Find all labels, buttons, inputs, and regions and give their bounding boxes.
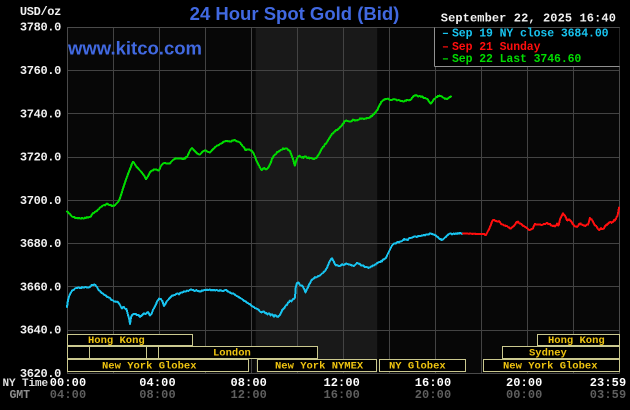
svg-text:04:00: 04:00 <box>139 376 176 390</box>
svg-text:3640.0: 3640.0 <box>20 324 61 338</box>
svg-text:New York Globex: New York Globex <box>503 361 598 373</box>
svg-text:20:00: 20:00 <box>506 376 543 390</box>
svg-text:00:00: 00:00 <box>50 376 87 390</box>
svg-text:04:00: 04:00 <box>50 388 87 402</box>
svg-text:03:59: 03:59 <box>590 388 627 402</box>
svg-text:3700.0: 3700.0 <box>20 194 61 208</box>
svg-text:16:00: 16:00 <box>415 376 452 390</box>
svg-text:3740.0: 3740.0 <box>20 107 61 121</box>
svg-text:London: London <box>213 348 251 360</box>
svg-text:Hong Kong: Hong Kong <box>88 335 145 347</box>
svg-text:20:00: 20:00 <box>415 388 452 402</box>
svg-text:September 22, 2025 16:40: September 22, 2025 16:40 <box>441 11 616 25</box>
svg-text:www.kitco.com: www.kitco.com <box>67 37 202 58</box>
svg-text:12:00: 12:00 <box>230 388 267 402</box>
svg-text:–: – <box>442 28 449 41</box>
svg-text:NY Globex: NY Globex <box>389 361 446 373</box>
svg-text:New York NYMEX: New York NYMEX <box>275 361 364 373</box>
svg-text:USD/oz: USD/oz <box>20 5 61 19</box>
svg-text:Hong Kong: Hong Kong <box>548 335 605 347</box>
svg-text:Sep 21 Sunday: Sep 21 Sunday <box>452 41 541 54</box>
svg-text:3760.0: 3760.0 <box>20 64 61 78</box>
svg-text:Sep 19 NY close 3684.00: Sep 19 NY close 3684.00 <box>452 28 609 41</box>
svg-text:3780.0: 3780.0 <box>20 21 61 35</box>
svg-text:00:00: 00:00 <box>506 388 543 402</box>
svg-text:3680.0: 3680.0 <box>20 237 61 251</box>
svg-text:3620.0: 3620.0 <box>20 367 61 381</box>
svg-text:NY Time: NY Time <box>3 378 49 390</box>
svg-text:GMT: GMT <box>10 389 31 402</box>
svg-text:–: – <box>442 53 449 66</box>
svg-text:Sydney: Sydney <box>529 348 568 360</box>
svg-text:24 Hour Spot Gold (Bid): 24 Hour Spot Gold (Bid) <box>190 3 400 24</box>
svg-text:23:59: 23:59 <box>590 376 627 390</box>
svg-text:08:00: 08:00 <box>230 376 267 390</box>
svg-text:Sep 22 Last 3746.60: Sep 22 Last 3746.60 <box>452 53 581 66</box>
svg-text:3720.0: 3720.0 <box>20 151 61 165</box>
svg-text:3660.0: 3660.0 <box>20 280 61 294</box>
svg-text:08:00: 08:00 <box>139 388 176 402</box>
svg-text:–: – <box>442 41 449 54</box>
svg-text:16:00: 16:00 <box>323 388 360 402</box>
svg-text:New York Globex: New York Globex <box>102 361 197 373</box>
svg-text:12:00: 12:00 <box>323 376 360 390</box>
